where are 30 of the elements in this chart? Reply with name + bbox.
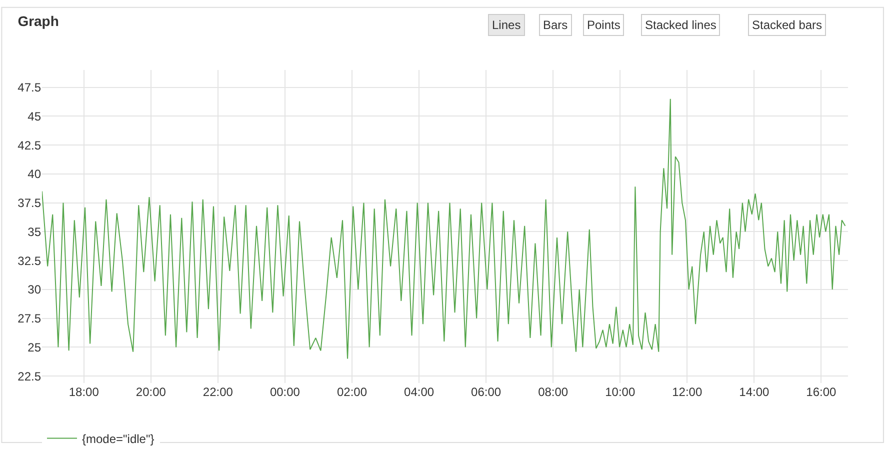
y-tick-label: 22.5 <box>18 369 42 384</box>
y-tick-label: 25 <box>28 340 42 354</box>
legend-label: {mode="idle"} <box>82 432 154 446</box>
x-tick-label: 22:00 <box>202 385 234 399</box>
x-tick-label: 20:00 <box>136 385 166 399</box>
x-tick-label: 14:00 <box>739 385 770 399</box>
x-tick-label: 16:00 <box>806 385 837 399</box>
y-tick-label: 35 <box>28 224 42 239</box>
y-tick-label: 27.5 <box>18 312 42 326</box>
x-tick-label: 06:00 <box>471 385 502 399</box>
x-tick-label: 12:00 <box>672 385 702 399</box>
text: Stacked lines <box>645 18 716 32</box>
x-tick-label: 18:00 <box>68 385 100 399</box>
x-tick-label: 00:00 <box>270 385 300 399</box>
y-tick-label: 32.5 <box>18 254 42 268</box>
chart-title: Graph <box>18 13 59 30</box>
y-tick-label: 42.5 <box>18 138 42 152</box>
text: Stacked bars <box>752 18 822 32</box>
x-tick-label: 08:00 <box>538 385 568 399</box>
x-tick-label: 04:00 <box>404 385 434 399</box>
y-tick-label: 37.5 <box>18 196 42 210</box>
y-tick-label: 45 <box>28 109 42 124</box>
text: Points <box>587 18 620 32</box>
y-tick-label: 47.5 <box>18 80 42 95</box>
text: Lines <box>492 18 521 32</box>
x-tick-label: 10:00 <box>605 385 636 399</box>
x-tick-label: 02:00 <box>336 385 368 399</box>
y-tick-label: 30 <box>28 282 42 297</box>
text: Bars <box>543 18 568 32</box>
y-tick-label: 40 <box>28 167 42 182</box>
